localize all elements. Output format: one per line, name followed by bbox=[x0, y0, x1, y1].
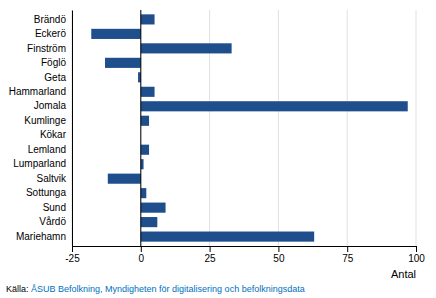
source: Källa: ÅSUB Befolkning, Myndigheten för … bbox=[6, 284, 305, 294]
y-tick-label: Sottunga bbox=[26, 187, 66, 198]
bar bbox=[141, 217, 158, 227]
y-tick: Brändö bbox=[34, 14, 72, 25]
y-tick: Sottunga bbox=[26, 187, 72, 198]
y-tick-label: Geta bbox=[44, 72, 66, 83]
bar bbox=[141, 101, 408, 111]
x-tick-label: 0 bbox=[139, 253, 145, 264]
x-tick: 75 bbox=[342, 246, 354, 264]
bar bbox=[141, 145, 149, 155]
bar bbox=[141, 203, 166, 213]
y-tick: Saltvik bbox=[37, 173, 72, 184]
y-tick: Geta bbox=[44, 72, 72, 83]
x-tick: 0 bbox=[139, 246, 145, 264]
y-tick: Kumlinge bbox=[24, 115, 72, 126]
x-axis-line bbox=[73, 247, 417, 253]
y-tick-label: Mariehamn bbox=[16, 231, 66, 242]
y-tick: Finström bbox=[27, 43, 72, 54]
y-tick: Eckerö bbox=[35, 28, 72, 39]
y-axis: Brändö Eckerö Finström Föglö Geta Hammarland J… bbox=[9, 11, 73, 247]
x-tick-label: 100 bbox=[408, 253, 425, 264]
grid-line bbox=[72, 10, 73, 246]
y-tick: Mariehamn bbox=[16, 231, 72, 242]
y-tick-label: Föglö bbox=[41, 57, 66, 68]
bar bbox=[141, 232, 314, 242]
y-tick: Föglö bbox=[41, 57, 72, 68]
x-tick-mark bbox=[210, 246, 211, 252]
y-tick-label: Kumlinge bbox=[24, 115, 66, 126]
y-tick: Lumparland bbox=[13, 158, 72, 169]
bar bbox=[141, 188, 147, 198]
grid bbox=[72, 10, 416, 246]
y-tick-label: Sund bbox=[43, 202, 66, 213]
bar bbox=[141, 14, 155, 24]
y-tick: Kökar bbox=[40, 129, 72, 140]
x-tick-mark bbox=[278, 246, 279, 252]
y-tick: Sund bbox=[43, 202, 72, 213]
grid-line bbox=[416, 10, 417, 246]
bars bbox=[91, 14, 407, 241]
y-tick-label: Brändö bbox=[34, 14, 67, 25]
bar bbox=[91, 29, 141, 39]
x-tick-label: 50 bbox=[273, 253, 285, 264]
x-tick-label: 25 bbox=[205, 253, 217, 264]
x-tick-mark bbox=[72, 246, 73, 252]
x-tick-mark bbox=[141, 246, 142, 252]
bar bbox=[141, 116, 149, 126]
x-tick-mark bbox=[347, 246, 348, 252]
y-tick-label: Kökar bbox=[40, 129, 67, 140]
y-tick-label: Finström bbox=[27, 43, 66, 54]
y-tick: Vårdö bbox=[39, 216, 72, 227]
grid-line bbox=[278, 10, 279, 246]
x-tick: 25 bbox=[205, 246, 217, 264]
chart: -25 0 25 50 75 100 Brändö Eckerö Finström Föglö Ge… bbox=[0, 0, 436, 298]
grid-line bbox=[347, 10, 348, 246]
y-tick-label: Vårdö bbox=[39, 216, 66, 227]
x-axis-title: Antal bbox=[391, 268, 416, 280]
x-tick: 50 bbox=[273, 246, 285, 264]
y-tick-label: Eckerö bbox=[35, 28, 67, 39]
bar bbox=[105, 58, 141, 68]
y-axis-line bbox=[72, 11, 73, 247]
y-tick: Lemland bbox=[28, 144, 72, 155]
y-tick-label: Hammarland bbox=[9, 86, 66, 97]
source-part: ÅSUB Befolkning, Myndigheten för digital… bbox=[31, 284, 305, 294]
source-part: Källa: bbox=[6, 284, 31, 294]
y-tick: Jomala bbox=[34, 100, 72, 111]
x-tick-mark bbox=[416, 246, 417, 252]
bar bbox=[141, 43, 232, 53]
y-tick-label: Lumparland bbox=[13, 158, 66, 169]
y-tick-label: Saltvik bbox=[37, 173, 67, 184]
y-tick-label: Jomala bbox=[34, 100, 67, 111]
x-axis: -25 0 25 50 75 100 bbox=[65, 246, 425, 264]
bar bbox=[108, 174, 141, 184]
y-tick: Hammarland bbox=[9, 86, 72, 97]
grid-line bbox=[140, 10, 141, 246]
y-tick-label: Lemland bbox=[28, 144, 66, 155]
x-tick-label: -25 bbox=[65, 253, 80, 264]
x-tick: -25 bbox=[65, 246, 80, 264]
x-tick-label: 75 bbox=[342, 253, 354, 264]
bar bbox=[141, 87, 155, 97]
plot: -25 0 25 50 75 100 Brändö Eckerö Finström Föglö Ge… bbox=[9, 10, 426, 280]
x-tick: 100 bbox=[408, 246, 425, 264]
zero-line bbox=[140, 10, 141, 246]
